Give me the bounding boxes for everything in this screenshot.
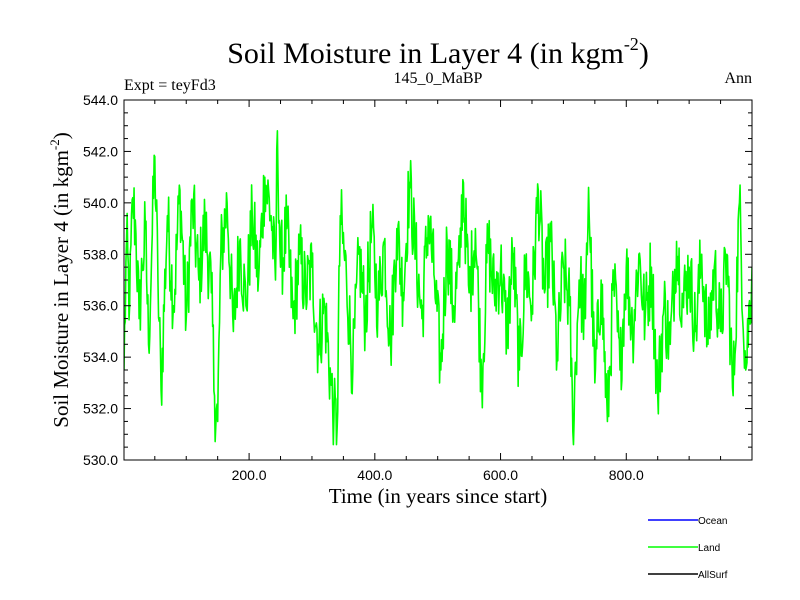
y-axis-label: Soil Moisture in Layer 4 (in kgm-2) [47,132,73,427]
y-tick-label: 530.0 [83,452,118,468]
x-tick-label: 800.0 [609,467,644,483]
y-tick-label: 542.0 [83,143,118,159]
x-tick-label: 200.0 [232,467,267,483]
legend-label-ocean: Ocean [698,516,727,527]
x-tick-label: 600.0 [483,467,518,483]
y-tick-label: 534.0 [83,349,118,365]
y-tick-label: 532.0 [83,401,118,417]
y-tick-label: 538.0 [83,246,118,262]
y-tick-label: 536.0 [83,298,118,314]
x-axis: 200.0 400.0 600.0 800.0 [154,100,722,483]
x-tick-label: 400.0 [357,467,392,483]
x-axis-label: Time (in years since start) [329,484,548,508]
period-label: 145_0_MaBP [394,70,483,87]
y-axis: 530.0 532.0 534.0 536.0 538.0 540.0 542.0 544.0 [83,92,752,468]
y-tick-label: 544.0 [83,92,118,108]
y-tick-label: 540.0 [83,195,118,211]
legend-label-land: Land [698,543,720,554]
chart-title: Soil Moisture in Layer 4 (in kgm-2) [227,34,649,70]
series-line-land [124,130,752,446]
plot-area: 200.0 400.0 600.0 800.0 530.0 532.0 534.0 536.… [83,92,753,483]
season-label: Ann [724,70,752,87]
legend: Ocean Land AllSurf [648,516,728,581]
experiment-label: Expt = teyFd3 [124,77,216,94]
legend-label-allsurf: AllSurf [698,570,728,581]
